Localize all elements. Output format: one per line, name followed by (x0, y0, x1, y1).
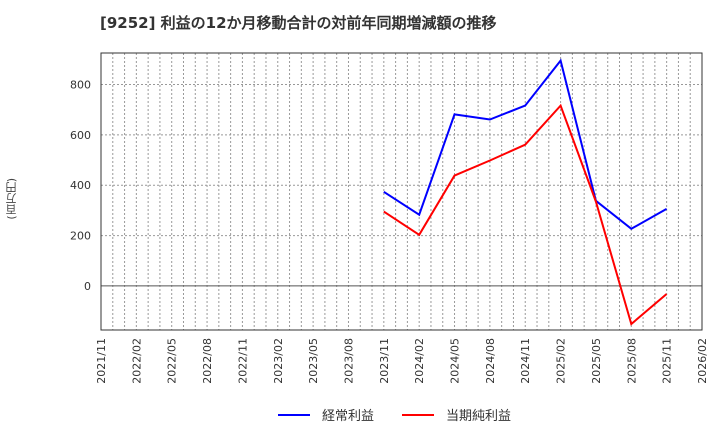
legend-label: 当期純利益 (446, 409, 512, 424)
x-tick-label: 2024/08 (484, 338, 497, 384)
x-tick-label: 2022/08 (201, 338, 214, 384)
x-tick-label: 2022/11 (236, 338, 249, 384)
legend-swatch-red (402, 413, 435, 416)
x-tick-label: 2024/02 (413, 338, 426, 384)
x-tick-label: 2026/02 (696, 338, 709, 384)
y-tick-label: 800 (70, 78, 91, 91)
x-tick-label: 2025/02 (555, 338, 568, 384)
x-tick-label: 2022/02 (130, 338, 143, 384)
x-tick-label: 2024/11 (519, 338, 532, 384)
x-tick-label: 2023/11 (378, 338, 391, 384)
x-tick-label: 2022/05 (166, 338, 179, 384)
legend-label: 経常利益 (322, 409, 375, 424)
y-axis-ticks: 0 200 400 600 800 (70, 78, 91, 292)
y-tick-label: 0 (84, 280, 91, 293)
series-line (383, 103, 668, 326)
x-tick-label: 2023/08 (342, 338, 355, 384)
x-tick-label: 2025/05 (590, 338, 603, 384)
x-tick-label: 2024/05 (449, 338, 462, 384)
x-tick-label: 2025/11 (661, 338, 674, 384)
legend-item-net-profit: 当期純利益 (402, 405, 511, 424)
series-line (383, 58, 668, 231)
data-series (383, 58, 668, 326)
x-tick-label: 2025/08 (625, 338, 638, 384)
legend-item-ordinary-profit: 経常利益 (278, 405, 374, 424)
x-tick-label: 2023/05 (307, 338, 320, 384)
y-tick-label: 600 (70, 129, 91, 142)
x-axis-ticks: 2021/11 2022/02 2022/05 2022/08 2022/11 2023/… (95, 338, 709, 384)
plot-area-frame (100, 52, 703, 331)
legend: 経常利益 当期純利益 (278, 405, 539, 424)
y-tick-label: 400 (70, 179, 91, 192)
y-tick-label: 200 (70, 230, 91, 243)
legend-swatch-blue (278, 413, 310, 416)
x-tick-label: 2023/02 (272, 338, 285, 384)
x-tick-label: 2021/11 (95, 338, 108, 384)
chart-title: [9252] 利益の12か月移動合計の対前年同期増減額の推移 (100, 14, 497, 32)
grid-lines (101, 53, 702, 330)
